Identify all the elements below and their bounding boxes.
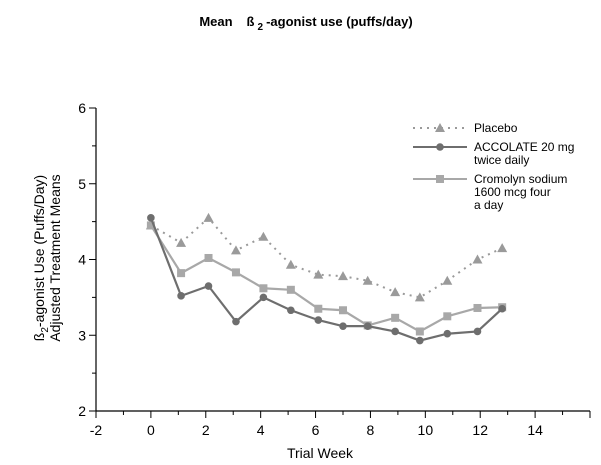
data-point [314,304,323,313]
data-point [443,312,452,321]
y-axis-label-beta: ß [31,333,47,342]
x-tick-label: 0 [147,422,155,438]
data-point [259,284,268,293]
legend-label: Placebo [474,121,518,135]
legend-label: Cromolyn sodium [474,172,567,186]
data-point [414,292,425,302]
data-point [416,336,424,345]
data-point [147,214,155,222]
data-point [313,269,324,279]
y-tick-label: 5 [78,176,86,192]
x-tick-label: 12 [472,422,488,438]
data-point [391,313,400,322]
x-tick-label: 10 [418,422,434,438]
data-point [146,221,155,230]
data-point [177,292,185,300]
x-axis-label: Trial Week [287,445,354,461]
legend-label: 1600 mcg four [474,185,551,199]
y-axis-label-sub: 2 [40,327,51,333]
series-2 [146,221,507,336]
y-axis-label-rest: -agonist Use (Puffs/Day) [31,175,47,327]
series-line [150,216,503,299]
data-point [473,303,482,312]
series-0 [145,212,508,302]
data-point [176,237,187,247]
data-point [363,322,372,330]
series-layer [145,212,508,345]
data-point [203,212,214,222]
data-point [177,269,186,278]
data-point [286,285,295,294]
y-axis-label-line1: ß2-agonist Use (Puffs/Day) [31,175,51,341]
data-point [498,304,506,313]
data-point [314,316,323,324]
data-point [473,327,482,336]
legend-entry-0: Placebo [413,121,518,135]
y-tick-label: 6 [78,100,86,116]
data-point [204,282,213,290]
legend-swatch-marker [436,143,444,151]
series-1 [147,214,506,345]
x-tick-label: 2 [202,422,210,438]
data-point [338,271,348,281]
y-axis-label-line2: Adjusted Treatment Means [47,174,63,341]
data-point [204,253,213,262]
data-point [339,322,347,330]
data-point [443,329,452,338]
data-point [442,275,453,285]
chart-title: Mean ß 2 -agonist use (puffs/day) [199,14,412,33]
legend-label: twice daily [474,153,529,167]
x-tick-label: 8 [367,422,375,438]
title-part-beta: ß [247,14,255,29]
data-point [258,231,269,241]
data-point [497,243,508,253]
y-tick-label: 2 [78,403,86,419]
data-point [232,317,240,326]
data-point [472,254,483,264]
series-line [149,224,503,333]
title-part-rest: -agonist use (puffs/day) [266,14,413,29]
axes: 2 3 4 5 6 -2 0 2 4 6 8 10 12 14 [78,100,591,438]
x-tick-label: 14 [527,422,543,438]
title-part-sub: 2 [258,22,264,33]
legend-swatch-marker [435,123,445,132]
y-tick-label: 4 [78,252,86,268]
data-point [362,275,373,285]
x-tick-label: -2 [90,422,103,438]
series-line [149,217,503,342]
legend-label: ACCOLATE 20 mg [474,140,574,154]
y-tick-label: 3 [78,327,86,343]
data-point [415,327,424,336]
data-point [390,287,401,297]
data-point [230,245,241,255]
data-point [287,306,295,315]
title-part-mean: Mean [199,14,232,29]
data-point [391,327,399,336]
data-point [259,293,268,302]
data-point [285,259,296,269]
legend-swatch-marker [436,175,444,183]
legend-label: a day [474,198,503,212]
x-tick-label: 4 [257,422,265,438]
data-point [339,306,347,315]
x-tick-label: 6 [312,422,320,438]
data-point [231,268,240,277]
y-axis-label: ß2-agonist Use (Puffs/Day) Adjusted Trea… [31,174,63,341]
